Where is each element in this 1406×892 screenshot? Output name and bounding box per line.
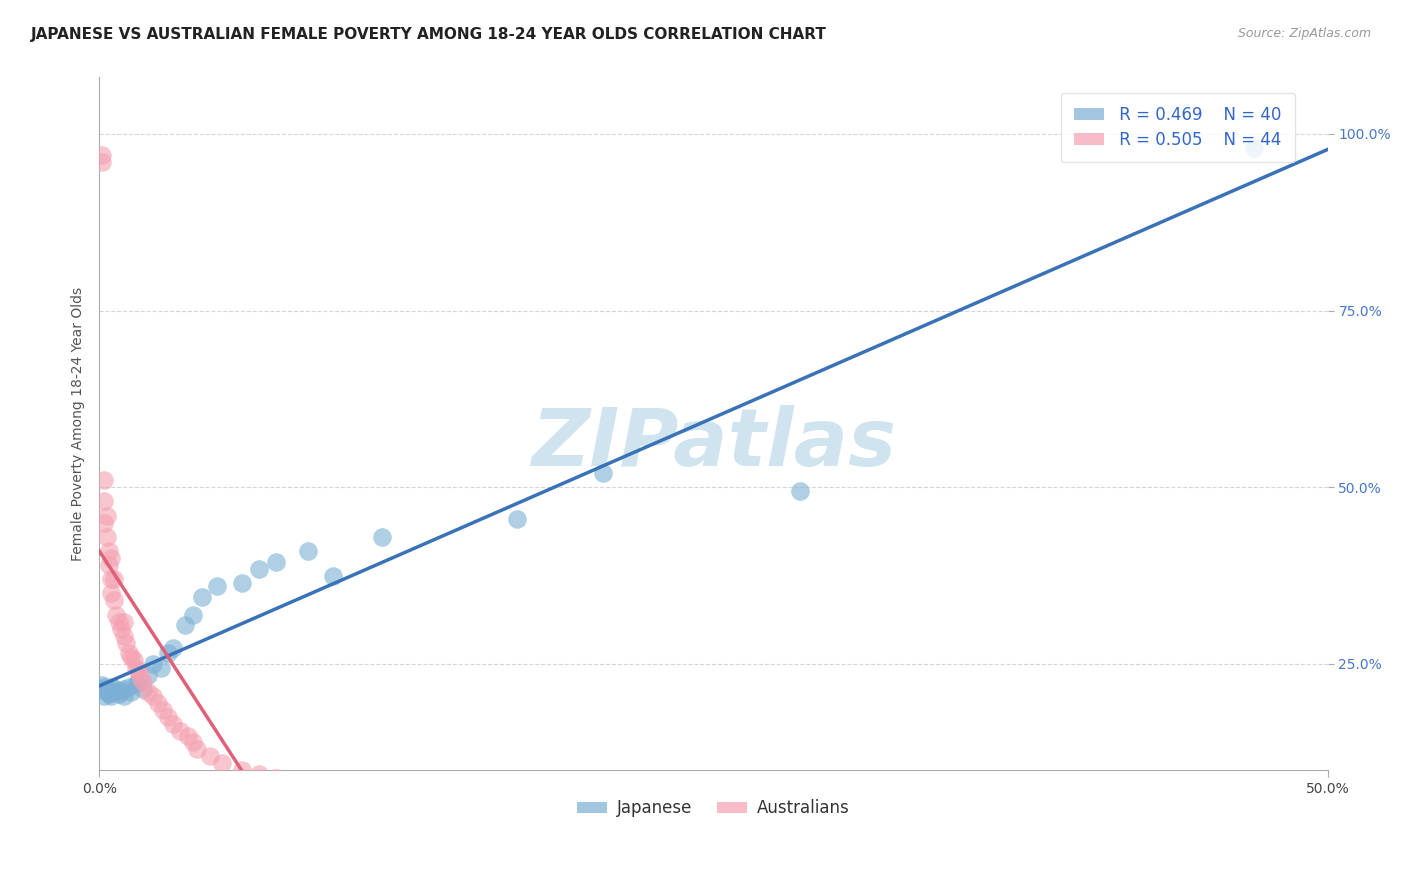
Point xyxy=(231,575,253,590)
Point xyxy=(90,148,112,162)
Point xyxy=(103,593,125,607)
Text: Source: ZipAtlas.com: Source: ZipAtlas.com xyxy=(1237,27,1371,40)
Point xyxy=(96,508,118,523)
Point xyxy=(205,579,228,593)
Point xyxy=(198,748,221,763)
Point xyxy=(592,466,614,480)
Point xyxy=(211,756,233,770)
Point xyxy=(105,607,128,622)
Point xyxy=(93,516,115,530)
Point xyxy=(93,680,115,694)
Point xyxy=(339,779,361,793)
Point xyxy=(90,681,112,696)
Point xyxy=(115,636,138,650)
Point xyxy=(90,678,112,692)
Point xyxy=(117,647,139,661)
Point xyxy=(181,607,204,622)
Point xyxy=(142,657,165,671)
Point xyxy=(125,660,148,674)
Point xyxy=(100,689,122,703)
Point xyxy=(96,530,118,544)
Point xyxy=(297,544,319,558)
Point xyxy=(127,664,149,678)
Legend: Japanese, Australians: Japanese, Australians xyxy=(571,793,856,824)
Point xyxy=(103,685,125,699)
Point xyxy=(110,683,132,698)
Point xyxy=(371,530,394,544)
Point xyxy=(231,763,253,777)
Point xyxy=(132,674,155,689)
Point xyxy=(100,586,122,600)
Point xyxy=(112,629,135,643)
Point xyxy=(247,561,270,575)
Point xyxy=(264,772,287,786)
Point xyxy=(105,681,128,696)
Point xyxy=(191,590,214,604)
Point xyxy=(322,568,344,582)
Point xyxy=(162,641,184,656)
Point xyxy=(120,685,142,699)
Point xyxy=(176,729,198,743)
Point xyxy=(90,155,112,169)
Point xyxy=(162,717,184,731)
Point xyxy=(142,689,165,703)
Point xyxy=(112,689,135,703)
Point xyxy=(97,687,120,701)
Point xyxy=(127,674,149,689)
Point xyxy=(181,735,204,749)
Point xyxy=(107,615,129,629)
Point xyxy=(97,683,120,698)
Point xyxy=(125,677,148,691)
Point xyxy=(112,615,135,629)
Point xyxy=(93,473,115,487)
Point xyxy=(100,551,122,566)
Point xyxy=(120,649,142,664)
Point xyxy=(97,544,120,558)
Point xyxy=(136,685,159,699)
Text: JAPANESE VS AUSTRALIAN FEMALE POVERTY AMONG 18-24 YEAR OLDS CORRELATION CHART: JAPANESE VS AUSTRALIAN FEMALE POVERTY AM… xyxy=(31,27,827,42)
Point xyxy=(122,653,145,667)
Point xyxy=(129,671,152,685)
Text: ZIPatlas: ZIPatlas xyxy=(531,406,896,483)
Point xyxy=(103,572,125,586)
Point xyxy=(117,680,139,694)
Point xyxy=(96,681,118,696)
Point xyxy=(146,696,169,710)
Point xyxy=(100,680,122,694)
Point xyxy=(264,555,287,569)
Point xyxy=(186,741,208,756)
Point xyxy=(97,558,120,572)
Point xyxy=(506,512,529,526)
Point xyxy=(132,681,155,696)
Point xyxy=(93,689,115,703)
Point xyxy=(107,687,129,701)
Point xyxy=(789,483,811,498)
Point xyxy=(156,647,179,661)
Point xyxy=(156,710,179,724)
Point xyxy=(112,681,135,696)
Point xyxy=(290,775,312,789)
Point xyxy=(96,685,118,699)
Point xyxy=(149,660,172,674)
Y-axis label: Female Poverty Among 18-24 Year Olds: Female Poverty Among 18-24 Year Olds xyxy=(72,286,86,561)
Point xyxy=(1243,141,1265,155)
Point xyxy=(152,703,174,717)
Point xyxy=(93,494,115,508)
Point xyxy=(169,724,191,739)
Point xyxy=(136,667,159,681)
Point xyxy=(247,766,270,780)
Point xyxy=(174,618,197,632)
Point xyxy=(110,622,132,636)
Point xyxy=(100,572,122,586)
